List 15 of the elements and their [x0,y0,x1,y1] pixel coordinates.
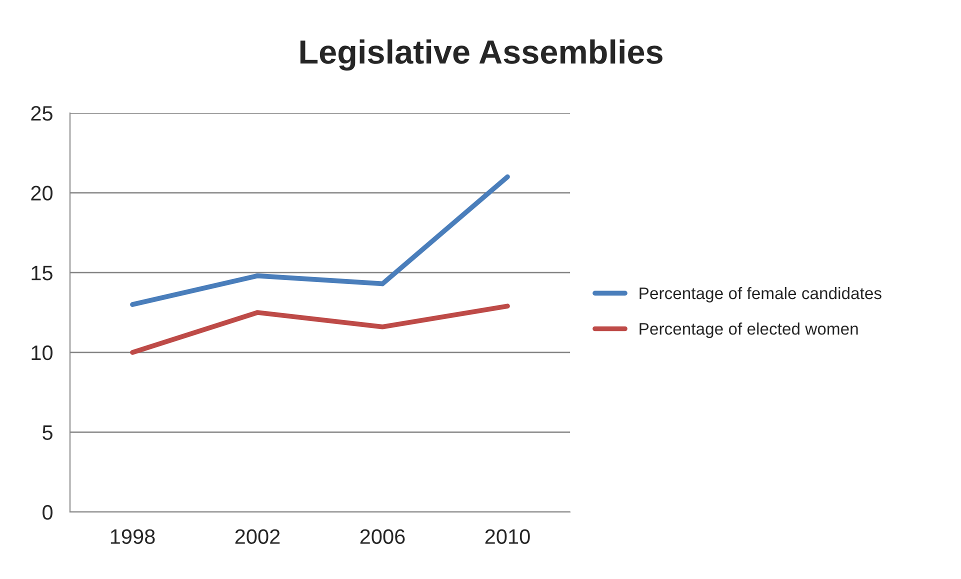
y-tick-label: 10 [32,345,53,360]
legend-label: Percentage of elected women [640,322,858,338]
line-series [130,174,510,307]
x-tick-label: 2002 [235,529,280,544]
y-tick-label: 20 [31,186,53,201]
x-tick-label: 1998 [110,529,155,544]
chart-title: Legislative Assemblies [300,39,662,71]
line-series [130,304,510,355]
y-tick-label: 25 [31,106,52,121]
y-tick-label: 5 [42,425,52,440]
x-tick-label: 2010 [485,529,530,544]
x-tick-label: 2006 [360,529,405,544]
y-tick-label: 0 [42,505,53,520]
y-tick-label: 15 [32,266,52,280]
legend-label: Percentage of female candidates [640,286,882,302]
